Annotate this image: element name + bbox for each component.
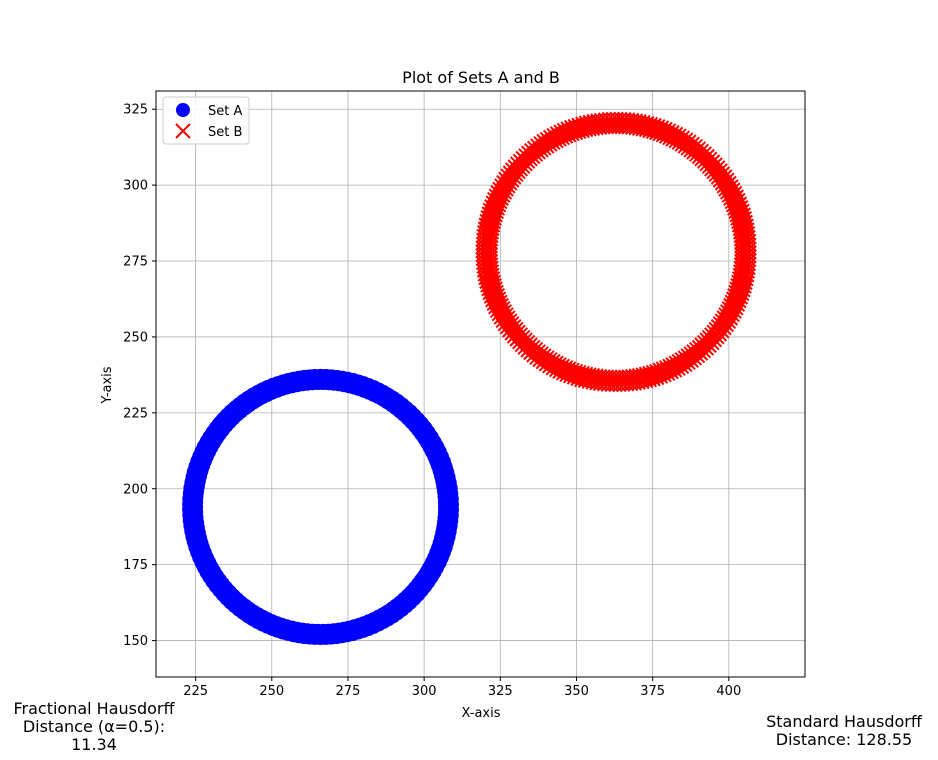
fractional-line-3: 11.34 xyxy=(71,735,117,754)
chart-title: Plot of Sets A and B xyxy=(402,68,560,87)
x-tick-label: 275 xyxy=(336,684,361,699)
y-tick-label: 325 xyxy=(123,103,148,118)
set-b-point xyxy=(608,381,619,393)
y-axis-label: Y-axis xyxy=(100,366,115,404)
x-tick-label: 225 xyxy=(183,684,208,699)
set-b-point xyxy=(604,381,616,393)
plot-marks xyxy=(182,111,757,645)
y-tick-label: 225 xyxy=(123,406,148,421)
y-tick-label: 250 xyxy=(123,330,148,345)
y-tick-label: 275 xyxy=(123,255,148,270)
legend-marker-set-b xyxy=(175,123,191,139)
set-b-point xyxy=(635,379,646,391)
x-tick-label: 350 xyxy=(564,684,589,699)
y-tick-label: 200 xyxy=(123,482,148,497)
y-tick-label: 175 xyxy=(123,558,148,573)
set-b-point xyxy=(746,252,757,264)
set-b-point xyxy=(475,240,486,251)
set-b-point xyxy=(613,111,624,123)
fractional-line-1: Fractional Hausdorff xyxy=(13,699,175,718)
x-tick-label: 375 xyxy=(640,684,665,699)
set-b-point xyxy=(477,271,488,282)
x-tick-label: 325 xyxy=(488,684,513,699)
y-tick-label: 150 xyxy=(123,634,148,649)
axis-ticks: 225 250 275 300 325 350 375 400 150 175 200 225 250 2… xyxy=(123,103,741,699)
series-set-a xyxy=(182,368,459,645)
fractional-hausdorff-annotation: Fractional Hausdorff Distance (α=0.5): 1… xyxy=(4,700,184,754)
set-b-point xyxy=(631,380,643,391)
x-tick-label: 400 xyxy=(716,684,741,699)
standard-hausdorff-annotation: Standard Hausdorff Distance: 128.55 xyxy=(752,713,936,749)
set-b-point xyxy=(617,111,628,123)
standard-line-2: Distance: 128.55 xyxy=(775,730,913,749)
set-b-point xyxy=(475,244,486,255)
x-axis-label: X-axis xyxy=(462,706,501,721)
standard-line-1: Standard Hausdorff xyxy=(766,712,922,731)
set-b-point xyxy=(609,111,620,123)
fractional-line-2: Distance (α=0.5): xyxy=(22,717,166,736)
x-tick-label: 300 xyxy=(412,684,437,699)
y-tick-label: 300 xyxy=(123,179,148,194)
plot-frame xyxy=(155,90,806,678)
legend-marker-set-a xyxy=(176,103,190,117)
set-b-point xyxy=(746,249,757,260)
series-set-b xyxy=(475,111,757,393)
set-a-point xyxy=(441,500,459,519)
legend-label-set-b: Set B xyxy=(208,125,242,140)
legend-label-set-a: Set A xyxy=(208,104,242,119)
x-tick-label: 250 xyxy=(259,684,284,699)
set-b-point xyxy=(746,245,757,256)
set-b-point xyxy=(744,222,755,233)
legend: Set A Set B xyxy=(162,96,250,145)
set-b-point xyxy=(590,113,601,124)
